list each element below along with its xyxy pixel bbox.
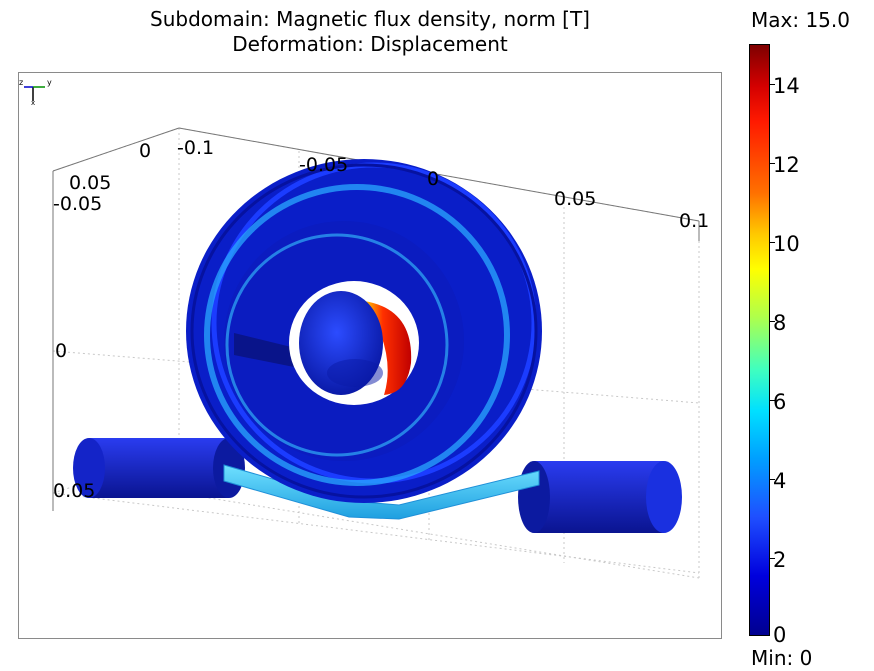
- tick-left-lower: 0.05: [53, 480, 96, 502]
- plot-subtitle: Deformation: Displacement: [232, 32, 508, 56]
- tick-top--0.05: -0.05: [299, 154, 349, 176]
- colorbar-tick: [769, 242, 775, 243]
- tick-top-0.05: 0.05: [554, 188, 597, 210]
- colorbar-tick: [769, 321, 775, 322]
- colorbar-label-0: 0: [773, 623, 787, 647]
- axis-frame: [52, 127, 700, 511]
- left-cylinder: [73, 438, 245, 498]
- colorbar-label-12: 12: [773, 153, 800, 177]
- 3d-scene: [52, 127, 700, 579]
- colorbar-tick: [769, 479, 775, 480]
- colorbar-label-10: 10: [773, 232, 800, 256]
- plot-title: Subdomain: Magnetic flux density, norm […: [150, 7, 590, 31]
- colorbar-tick: [769, 558, 775, 559]
- triad-label-z: z: [19, 78, 23, 87]
- tick-top-0: 0: [427, 168, 440, 190]
- tick-top--0.1: -0.1: [177, 137, 215, 159]
- tick-top-0.1: 0.1: [679, 210, 710, 232]
- colorbar-label-14: 14: [773, 74, 800, 98]
- 3d-plot-area[interactable]: -0.1 -0.05 0 0.05 0.1 0 0.05 -0.05 0 0.0…: [18, 72, 722, 639]
- rotor-hub: [299, 291, 383, 395]
- colorbar-label-6: 6: [773, 390, 787, 414]
- colorbar-label-8: 8: [773, 311, 787, 335]
- colorbar-min-label: Min: 0: [751, 646, 813, 670]
- tick-left-mid-0: 0: [55, 340, 68, 362]
- colorbar: [749, 44, 770, 636]
- tick-left-0.05: 0.05: [69, 172, 112, 194]
- colorbar-max-label: Max: 15.0: [751, 8, 850, 32]
- tick-left-0: 0: [139, 140, 152, 162]
- orientation-triad-icon[interactable]: z y x: [19, 73, 55, 105]
- tick-left--0.05: -0.05: [53, 193, 103, 215]
- right-cylinder: [518, 461, 682, 533]
- colorbar-label-4: 4: [773, 469, 787, 493]
- colorbar-tick: [769, 163, 775, 164]
- colorbar-tick: [769, 84, 775, 85]
- triad-label-y: y: [47, 78, 52, 87]
- triad-label-x: x: [31, 99, 35, 105]
- colorbar-label-2: 2: [773, 548, 787, 572]
- colorbar-tick: [769, 400, 775, 401]
